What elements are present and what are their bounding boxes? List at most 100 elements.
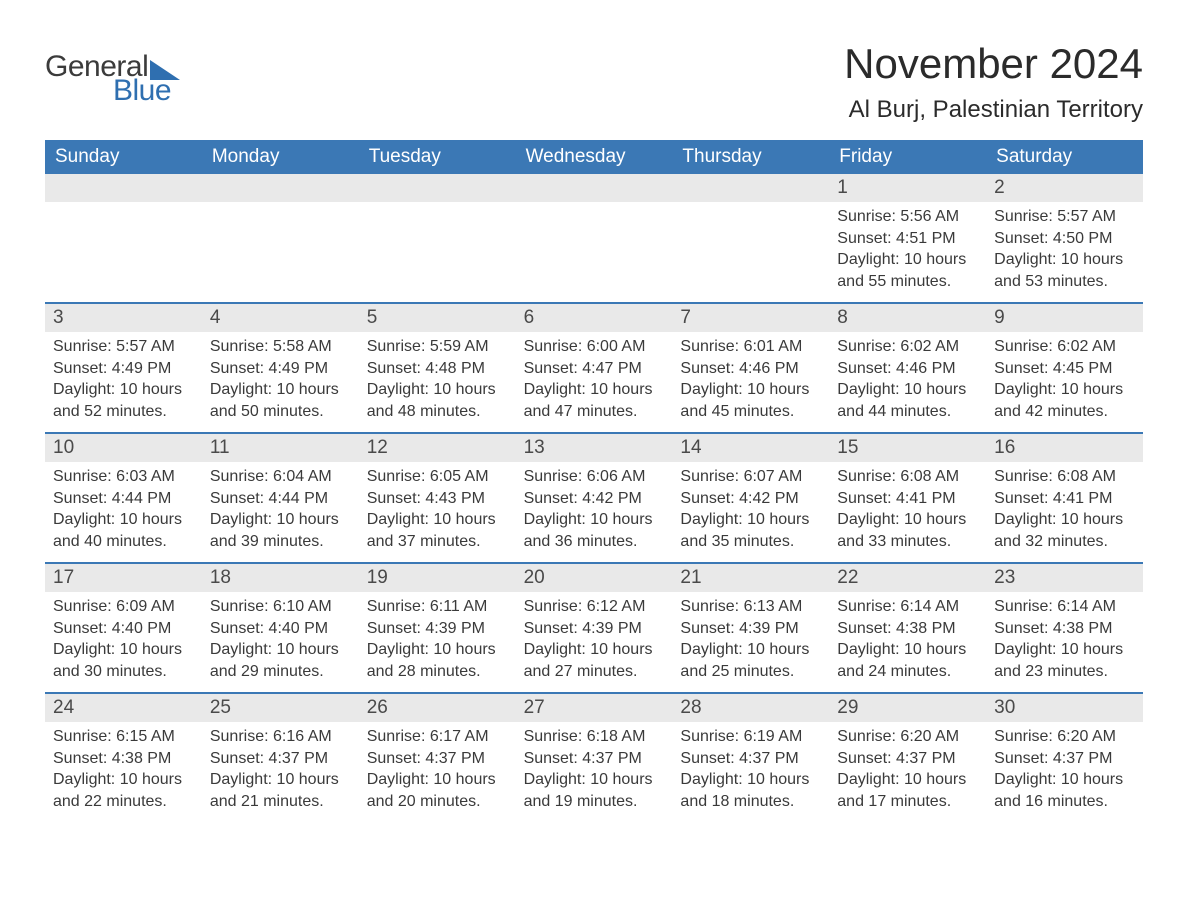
sunrise-line: Sunrise: 5:57 AM (994, 206, 1135, 228)
day-detail: Sunrise: 6:04 AMSunset: 4:44 PMDaylight:… (202, 462, 359, 558)
dow-tuesday: Tuesday (359, 140, 516, 174)
sunset-line: Sunset: 4:50 PM (994, 228, 1135, 250)
sunrise-line: Sunrise: 6:19 AM (680, 726, 821, 748)
sunset-line: Sunset: 4:37 PM (680, 748, 821, 770)
calendar-cell (359, 174, 516, 302)
day-detail: Sunrise: 6:05 AMSunset: 4:43 PMDaylight:… (359, 462, 516, 558)
sunset-line: Sunset: 4:40 PM (210, 618, 351, 640)
sunset-line: Sunset: 4:47 PM (524, 358, 665, 380)
calendar-cell: 14Sunrise: 6:07 AMSunset: 4:42 PMDayligh… (672, 434, 829, 562)
day-number: 22 (829, 564, 986, 592)
sunset-line: Sunset: 4:37 PM (994, 748, 1135, 770)
day-number (516, 174, 673, 202)
sunrise-line: Sunrise: 6:00 AM (524, 336, 665, 358)
sunrise-line: Sunrise: 6:09 AM (53, 596, 194, 618)
day-detail: Sunrise: 6:20 AMSunset: 4:37 PMDaylight:… (986, 722, 1143, 818)
sunset-line: Sunset: 4:43 PM (367, 488, 508, 510)
week-row: 17Sunrise: 6:09 AMSunset: 4:40 PMDayligh… (45, 562, 1143, 692)
sunset-line: Sunset: 4:46 PM (837, 358, 978, 380)
calendar-cell: 27 Sunrise: 6:18 AMSunset: 4:37 PMDayligh… (516, 694, 673, 822)
calendar-cell: 18Sunrise: 6:10 AMSunset: 4:40 PMDayligh… (202, 564, 359, 692)
daylight-line: Daylight: 10 hours and 23 minutes. (994, 639, 1135, 682)
daylight-line: Daylight: 10 hours and 30 minutes. (53, 639, 194, 682)
day-detail: Sunrise: 6:10 AMSunset: 4:40 PMDaylight:… (202, 592, 359, 688)
day-detail: Sunrise: 6:02 AMSunset: 4:46 PMDaylight:… (829, 332, 986, 428)
dow-sunday: Sunday (45, 140, 202, 174)
sunset-line: Sunset: 4:42 PM (524, 488, 665, 510)
calendar: SundayMondayTuesdayWednesdayThursdayFrid… (45, 140, 1143, 822)
day-detail: Sunrise: 6:07 AMSunset: 4:42 PMDaylight:… (672, 462, 829, 558)
day-number: 17 (45, 564, 202, 592)
logo-word-blue: Blue (113, 74, 171, 108)
calendar-cell (672, 174, 829, 302)
daylight-line: Daylight: 10 hours and 40 minutes. (53, 509, 194, 552)
sunrise-line: Sunrise: 6:08 AM (837, 466, 978, 488)
header: General Blue November 2024 Al Burj, Pale… (45, 40, 1143, 124)
daylight-line: Daylight: 10 hours and 39 minutes. (210, 509, 351, 552)
day-detail: Sunrise: 6:02 AMSunset: 4:45 PMDaylight:… (986, 332, 1143, 428)
calendar-cell (516, 174, 673, 302)
day-detail: Sunrise: 6:12 AMSunset: 4:39 PMDaylight:… (516, 592, 673, 688)
calendar-cell: 7Sunrise: 6:01 AMSunset: 4:46 PMDaylight… (672, 304, 829, 432)
daylight-line: Daylight: 10 hours and 21 minutes. (210, 769, 351, 812)
sunrise-line: Sunrise: 6:02 AM (837, 336, 978, 358)
calendar-cell: 16Sunrise: 6:08 AMSunset: 4:41 PMDayligh… (986, 434, 1143, 562)
day-detail: Sunrise: 6:19 AMSunset: 4:37 PMDaylight:… (672, 722, 829, 818)
sunset-line: Sunset: 4:38 PM (837, 618, 978, 640)
calendar-cell: 24Sunrise: 6:15 AMSunset: 4:38 PMDayligh… (45, 694, 202, 822)
calendar-cell: 21Sunrise: 6:13 AMSunset: 4:39 PMDayligh… (672, 564, 829, 692)
sunset-line: Sunset: 4:51 PM (837, 228, 978, 250)
calendar-cell: 28Sunrise: 6:19 AMSunset: 4:37 PMDayligh… (672, 694, 829, 822)
day-detail: Sunrise: 6:15 AMSunset: 4:38 PMDaylight:… (45, 722, 202, 818)
day-detail: Sunrise: 5:57 AMSunset: 4:49 PMDaylight:… (45, 332, 202, 428)
sunset-line: Sunset: 4:38 PM (994, 618, 1135, 640)
sunset-line: Sunset: 4:38 PM (53, 748, 194, 770)
calendar-cell (45, 174, 202, 302)
daylight-line: Daylight: 10 hours and 52 minutes. (53, 379, 194, 422)
sunrise-line: Sunrise: 6:04 AM (210, 466, 351, 488)
sunrise-line: Sunrise: 6:20 AM (994, 726, 1135, 748)
sunrise-line: Sunrise: 6:07 AM (680, 466, 821, 488)
logo: General Blue (45, 40, 180, 108)
day-number: 9 (986, 304, 1143, 332)
sunset-line: Sunset: 4:48 PM (367, 358, 508, 380)
day-number: 27 (516, 694, 673, 722)
day-number: 6 (516, 304, 673, 332)
week-row: 10Sunrise: 6:03 AMSunset: 4:44 PMDayligh… (45, 432, 1143, 562)
sunrise-line: Sunrise: 6:01 AM (680, 336, 821, 358)
sunset-line: Sunset: 4:40 PM (53, 618, 194, 640)
day-detail: Sunrise: 6:09 AMSunset: 4:40 PMDaylight:… (45, 592, 202, 688)
sunset-line: Sunset: 4:37 PM (524, 748, 665, 770)
day-number: 30 (986, 694, 1143, 722)
sunrise-line: Sunrise: 6:15 AM (53, 726, 194, 748)
sunrise-line: Sunrise: 6:03 AM (53, 466, 194, 488)
sunrise-line: Sunrise: 6:05 AM (367, 466, 508, 488)
day-number: 19 (359, 564, 516, 592)
calendar-cell: 30Sunrise: 6:20 AMSunset: 4:37 PMDayligh… (986, 694, 1143, 822)
daylight-line: Daylight: 10 hours and 33 minutes. (837, 509, 978, 552)
day-detail: Sunrise: 6:00 AMSunset: 4:47 PMDaylight:… (516, 332, 673, 428)
day-detail: Sunrise: 6:08 AMSunset: 4:41 PMDaylight:… (829, 462, 986, 558)
calendar-cell: 29Sunrise: 6:20 AMSunset: 4:37 PMDayligh… (829, 694, 986, 822)
dow-wednesday: Wednesday (516, 140, 673, 174)
day-number (202, 174, 359, 202)
day-number: 21 (672, 564, 829, 592)
day-number: 18 (202, 564, 359, 592)
sunrise-line: Sunrise: 6:10 AM (210, 596, 351, 618)
daylight-line: Daylight: 10 hours and 45 minutes. (680, 379, 821, 422)
sunrise-line: Sunrise: 5:58 AM (210, 336, 351, 358)
calendar-cell: 3Sunrise: 5:57 AMSunset: 4:49 PMDaylight… (45, 304, 202, 432)
daylight-line: Daylight: 10 hours and 19 minutes. (524, 769, 665, 812)
day-number: 12 (359, 434, 516, 462)
day-detail: Sunrise: 6:17 AMSunset: 4:37 PMDaylight:… (359, 722, 516, 818)
week-row: 1Sunrise: 5:56 AMSunset: 4:51 PMDaylight… (45, 174, 1143, 302)
sunrise-line: Sunrise: 6:18 AM (524, 726, 665, 748)
day-number: 13 (516, 434, 673, 462)
sunrise-line: Sunrise: 6:14 AM (994, 596, 1135, 618)
sunset-line: Sunset: 4:49 PM (53, 358, 194, 380)
sunset-line: Sunset: 4:42 PM (680, 488, 821, 510)
sunrise-line: Sunrise: 6:13 AM (680, 596, 821, 618)
sunset-line: Sunset: 4:49 PM (210, 358, 351, 380)
calendar-cell: 22Sunrise: 6:14 AMSunset: 4:38 PMDayligh… (829, 564, 986, 692)
calendar-cell (202, 174, 359, 302)
